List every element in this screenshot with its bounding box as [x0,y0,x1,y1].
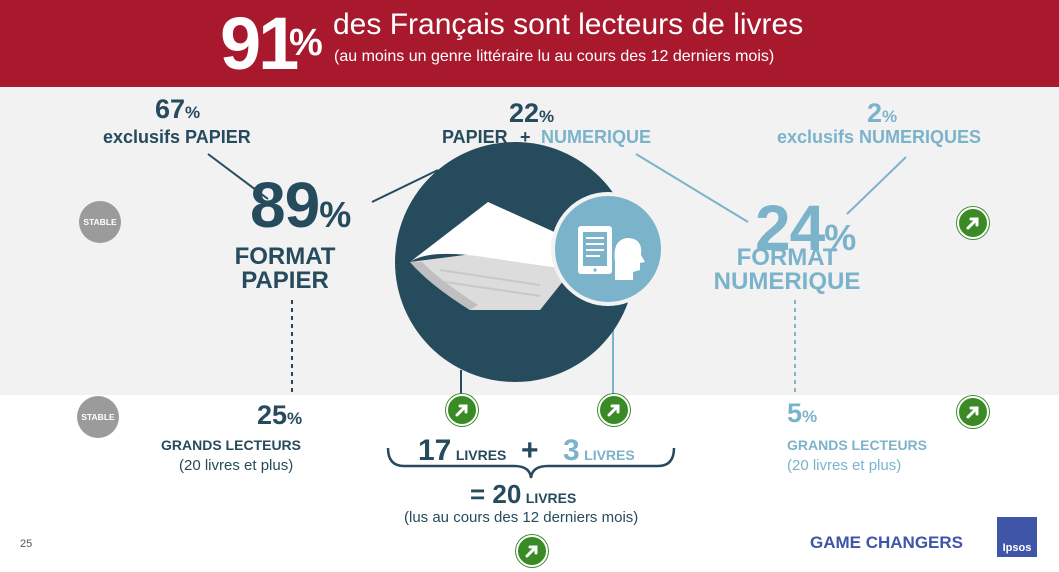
stable-badge-paper-heavy: STABLE [77,396,119,438]
digital-heavy-value: 5% [787,398,818,428]
line-paper-digital-left [371,169,439,203]
digital-heavy-detail: (20 livres et plus) [787,457,902,474]
paper-heavy-label: GRANDS LECTEURS [161,437,302,453]
line-paper-digital-right [635,153,749,223]
paper-books: 17 LIVRES [418,434,507,467]
line-digital-only [846,156,907,215]
paper-digital-value: 22% [509,98,555,128]
digital-only-value: 2% [867,98,898,128]
arrow-up-right-icon [446,394,478,426]
digital-format-line1: FORMAT [736,244,838,271]
arrow-up-right-icon [957,207,989,239]
header-title: des Français sont lecteurs de livres [333,8,804,41]
paper-digital-label-paper: PAPIER [442,127,508,147]
bracket [386,447,676,479]
paper-only-label: exclusifs PAPIER [103,127,251,147]
header-subtitle: (au moins un genre littéraire lu au cour… [334,48,775,65]
brand-text: GAME CHANGERS [810,533,964,552]
paper-format-line1: FORMAT [234,243,336,270]
digital-heavy-label: GRANDS LECTEURS [787,437,928,453]
paper-heavy-value: 25% [257,400,303,430]
paper-format-value: 89% [250,169,351,241]
header-banner [0,0,1059,87]
stable-badge-paper-format: STABLE [79,201,121,243]
digital-format-line2: NUMERIQUE [713,268,861,295]
book-icon [395,142,635,382]
digital-format-value: 24% [755,192,856,264]
paper-only-value: 67% [155,94,201,124]
paper-digital-label-digital: NUMERIQUE [541,127,652,147]
digital-books: 3 LIVRES [563,434,635,467]
tablet-reader-icon [551,192,665,306]
total-books-note: (lus au cours des 12 derniers mois) [404,509,639,526]
arrow-up-right-icon [598,394,630,426]
header-big-percent: % [289,22,323,64]
arrow-up-right-icon [516,535,548,567]
line-paper-only [207,153,269,200]
total-books: = 20 LIVRES [470,479,577,509]
arrow-up-right-icon [957,396,989,428]
paper-heavy-detail: (20 livres et plus) [179,457,294,474]
books-plus: + [521,434,539,467]
ipsos-logo: Ipsos [997,517,1037,557]
page-number: 25 [20,538,33,550]
digital-only-label: exclusifs NUMERIQUES [777,127,982,147]
header-big-number: 91 [220,2,299,85]
paper-format-line2: PAPIER [241,267,329,294]
paper-digital-plus: + [520,127,531,147]
